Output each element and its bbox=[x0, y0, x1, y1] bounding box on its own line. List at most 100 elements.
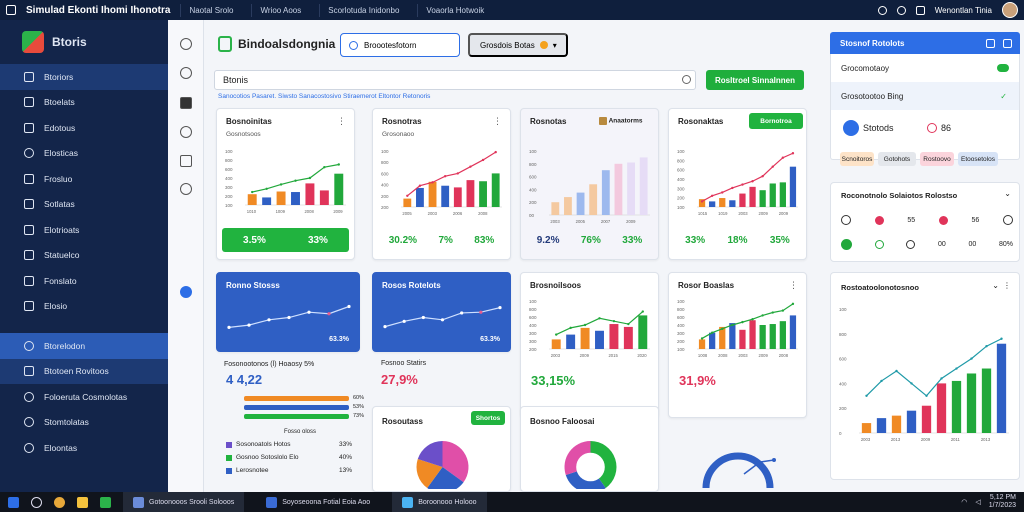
clock[interactable]: 5,12 PM 1/7/2023 bbox=[989, 494, 1016, 510]
trend-point bbox=[323, 166, 326, 169]
sidebar-lower-item-2[interactable]: Btotoen Rovitoos bbox=[0, 358, 168, 384]
trend-point bbox=[700, 200, 704, 203]
avatar[interactable] bbox=[1002, 2, 1018, 18]
trend-point bbox=[761, 175, 764, 178]
pill-3[interactable]: Rostoovo bbox=[920, 152, 954, 166]
clear-icon[interactable] bbox=[682, 75, 691, 84]
y-tick-label: 800 bbox=[529, 162, 537, 167]
search-icon[interactable] bbox=[31, 496, 42, 508]
toggle-icon[interactable] bbox=[997, 64, 1009, 72]
bar bbox=[305, 183, 315, 205]
browser-icon[interactable] bbox=[54, 496, 65, 508]
header-filter-button[interactable]: Grosdois Botas ▾ bbox=[468, 33, 568, 57]
sidebar-item-6[interactable]: Sotlatas bbox=[0, 192, 168, 218]
legend-value: 33% bbox=[338, 441, 352, 448]
trend-point bbox=[985, 345, 988, 348]
grid-icon[interactable] bbox=[180, 97, 192, 109]
sidebar-lower-item-5[interactable]: Eloontas bbox=[0, 435, 168, 461]
report-icon[interactable] bbox=[180, 155, 192, 167]
card-action-button[interactable]: Bornotroa bbox=[749, 113, 803, 129]
chart-10 bbox=[564, 441, 617, 489]
right-panel-row-1[interactable]: Grocomotaoy bbox=[830, 54, 1020, 82]
y-tick-label: 600 bbox=[225, 167, 233, 172]
chat-icon[interactable] bbox=[180, 67, 192, 79]
search-input[interactable] bbox=[214, 70, 696, 90]
series-point bbox=[479, 310, 483, 314]
header-search-button[interactable]: Broootesfotorn bbox=[340, 33, 460, 57]
wifi-icon[interactable]: ◠ bbox=[961, 499, 968, 506]
card-title: Rostoatoolonotosnoo bbox=[841, 283, 919, 292]
volume-icon[interactable]: ◁ bbox=[975, 499, 981, 506]
settings-icon[interactable] bbox=[915, 5, 925, 15]
settings-icon[interactable] bbox=[180, 183, 192, 195]
pie-slice bbox=[416, 458, 443, 489]
sidebar-item-10[interactable]: Elosio bbox=[0, 294, 168, 320]
sidebar-lower-item-1[interactable]: Btorelodon bbox=[0, 333, 168, 359]
calendar-icon bbox=[24, 224, 34, 235]
x-tick-label: 2003 bbox=[738, 353, 748, 358]
edit-icon[interactable] bbox=[986, 38, 995, 48]
pie-slice bbox=[442, 441, 469, 483]
pill-1[interactable]: Scnoitoros bbox=[840, 152, 874, 166]
start-icon[interactable] bbox=[8, 496, 19, 508]
brand[interactable]: Btoris bbox=[0, 20, 168, 64]
sidebar-item-9[interactable]: Fonslato bbox=[0, 268, 168, 294]
sidebar-item-3[interactable]: Edotous bbox=[0, 115, 168, 141]
filter-links[interactable]: Sanocotios Pasaret. Siwsto Sanacostosivo… bbox=[218, 93, 431, 100]
sidebar-item-2[interactable]: Btoelats bbox=[0, 90, 168, 116]
app-icon[interactable] bbox=[100, 496, 111, 508]
series-point bbox=[347, 304, 351, 309]
bar bbox=[334, 173, 344, 205]
trend-point bbox=[627, 322, 630, 326]
explorer-icon[interactable] bbox=[77, 496, 88, 508]
more-icon[interactable]: ⋮ bbox=[1003, 281, 1011, 290]
primary-action-button[interactable]: Rosltroel Sinnalnnen bbox=[706, 70, 804, 90]
chevron-down-icon[interactable]: ⌄ bbox=[1004, 189, 1011, 198]
taskbar-task-3[interactable]: Boroonooo Holooo bbox=[392, 492, 487, 512]
gear-icon[interactable] bbox=[180, 38, 192, 50]
taskbar-task-2[interactable]: Soyoseoona Fotial Eoia Aoo bbox=[256, 492, 380, 512]
y-tick-label: 300 bbox=[225, 185, 233, 190]
y-tick-label: 600 bbox=[381, 171, 389, 176]
chart-2: 100 800 600 400 200 200 2005 2003 2006 2008 bbox=[381, 149, 502, 216]
card-action-button[interactable]: Shortos bbox=[471, 411, 505, 425]
sidebar-lower-item-4[interactable]: Stomtolatas bbox=[0, 410, 168, 436]
more-icon[interactable]: ⋮ bbox=[337, 116, 346, 126]
info-icon[interactable] bbox=[180, 286, 192, 298]
trend-point bbox=[569, 326, 572, 330]
trend-point bbox=[771, 165, 774, 168]
window-tab-1[interactable]: Naotal Srolo bbox=[180, 3, 241, 17]
card-title: Rosoutass bbox=[382, 417, 423, 426]
sidebar-item-8[interactable]: Statuelco bbox=[0, 243, 168, 269]
pill-2[interactable]: Gotohots bbox=[878, 152, 916, 166]
bar bbox=[981, 368, 992, 433]
sidebar-item-7[interactable]: Elotrioats bbox=[0, 217, 168, 243]
expand-icon[interactable] bbox=[1003, 38, 1012, 48]
sidebar-item-4[interactable]: Elosticas bbox=[0, 141, 168, 167]
card-5: Ronno Stosss 63.3% bbox=[216, 272, 360, 352]
more-icon[interactable]: ⋮ bbox=[789, 280, 798, 290]
bar bbox=[453, 187, 462, 207]
legend-row: Sosonoatols Hotos 33% bbox=[226, 441, 352, 448]
sidebar-item-1[interactable]: Btoriors bbox=[0, 64, 168, 90]
window-tab-4[interactable]: Voaorla Hotwoik bbox=[417, 3, 492, 17]
window-tab-2[interactable]: Wrioo Aoos bbox=[251, 3, 309, 17]
help-icon[interactable] bbox=[896, 5, 906, 15]
pill-4[interactable]: Etoosetolos bbox=[958, 152, 998, 166]
notification-icon[interactable] bbox=[877, 5, 887, 15]
sidebar-item-5[interactable]: Frosluo bbox=[0, 166, 168, 192]
bar bbox=[719, 326, 726, 349]
user-name[interactable]: Wenontlan Tinia bbox=[934, 5, 992, 15]
more-icon[interactable]: ⋮ bbox=[493, 116, 502, 126]
right-panel-card-3: Rostoatoolonotosnoo ⌄ ⋮ 100 800 600 400 200 0… bbox=[830, 272, 1020, 480]
sidebar-lower-item-3[interactable]: Foloeruta Cosmolotas bbox=[0, 384, 168, 410]
window-tab-3[interactable]: Scorlotuda Inidonbo bbox=[319, 3, 407, 17]
bar bbox=[627, 162, 635, 215]
clock-icon[interactable] bbox=[180, 126, 192, 138]
y-tick-label: 300 bbox=[529, 339, 537, 344]
chevron-down-icon[interactable]: ⌄ bbox=[992, 281, 999, 290]
bar bbox=[759, 325, 766, 349]
taskbar-task-1[interactable]: Gotoonooos Srooli Solooos bbox=[123, 492, 245, 512]
right-panel-row-2[interactable]: Grosotootoo Bing ✓ bbox=[830, 82, 1020, 110]
series-point bbox=[402, 319, 406, 323]
